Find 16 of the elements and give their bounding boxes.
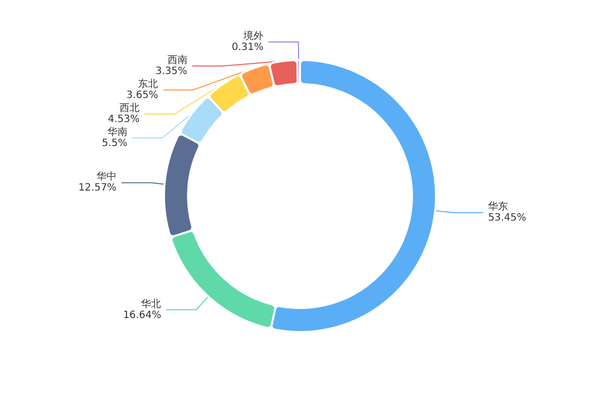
data-label: 3.35%: [155, 66, 188, 78]
slice-label: 西南: [167, 54, 188, 66]
slice-label: 东北: [138, 78, 158, 90]
slice-label: 境外: [242, 30, 264, 42]
slice-label: 华北: [141, 298, 162, 310]
slice-label: 华东: [488, 200, 508, 213]
data-label: 3.65%: [126, 90, 158, 102]
slice-label: 西北: [120, 102, 140, 114]
data-label: 16.64%: [123, 310, 162, 321]
data-label: 5.5%: [102, 138, 128, 150]
data-label: 4.53%: [108, 114, 140, 126]
data-label: 0.31%: [232, 42, 264, 54]
data-label: 53.45%: [488, 212, 526, 224]
data-label: 12.57%: [78, 182, 117, 194]
slice-label: 华中: [96, 170, 117, 183]
slice-label: 华南: [107, 126, 128, 138]
